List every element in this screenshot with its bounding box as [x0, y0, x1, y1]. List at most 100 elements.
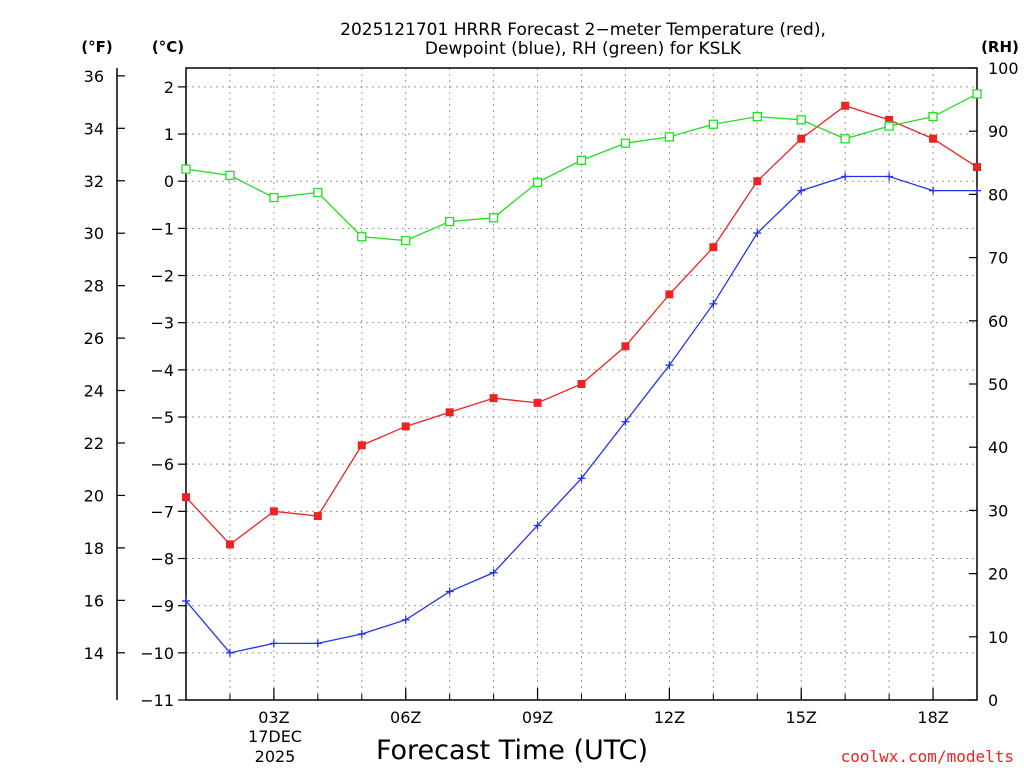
rh-tick-label: 80 — [988, 185, 1008, 204]
rh-point — [532, 177, 543, 188]
dewpoint-point — [401, 615, 410, 624]
celsius-tick-label: −9 — [150, 597, 174, 616]
x-tick-label: 03Z — [258, 708, 289, 727]
dewpoint-point — [489, 568, 498, 577]
rh-tick-label: 40 — [988, 438, 1008, 457]
dewpoint-point — [225, 648, 234, 657]
celsius-unit-label: (°C) — [152, 38, 184, 56]
rh-point — [357, 232, 367, 242]
fahrenheit-tick-label: 16 — [84, 591, 104, 610]
rh-tick-label: 50 — [988, 375, 1008, 394]
rh-tick-label: 60 — [988, 312, 1008, 331]
dewpoint-point — [797, 186, 806, 195]
temperature-point — [753, 177, 762, 186]
dewpoint-point — [973, 186, 981, 195]
temperature-point — [533, 398, 542, 407]
rh-point — [313, 187, 323, 198]
rh-tick-label: 90 — [988, 122, 1008, 141]
x-tick-label: 12Z — [654, 708, 685, 727]
chart-series — [181, 89, 982, 657]
temperature-point — [665, 290, 674, 299]
rh-unit-label: (RH) — [981, 38, 1019, 56]
x-axis-label: Forecast Time (UTC) — [376, 735, 648, 766]
dewpoint-point — [929, 186, 938, 195]
temperature-point — [797, 134, 806, 143]
fahrenheit-tick-label: 32 — [84, 172, 104, 191]
temperature-point — [225, 540, 234, 549]
celsius-tick-label: −2 — [150, 267, 174, 286]
dewpoint-point — [885, 172, 894, 181]
celsius-tick-label: −3 — [150, 314, 174, 333]
rh-tick-label: 10 — [988, 628, 1008, 647]
temperature-point — [445, 408, 454, 417]
fahrenheit-tick-label: 24 — [84, 382, 104, 401]
temperature-point — [269, 507, 278, 516]
temperature-point — [357, 441, 366, 450]
rh-point — [225, 170, 235, 181]
temperature-point — [841, 101, 850, 110]
rh-point — [576, 155, 587, 165]
rh-point — [708, 119, 718, 129]
dewpoint-point — [621, 417, 630, 426]
rh-point — [840, 134, 850, 144]
celsius-tick-label: −11 — [140, 691, 174, 710]
rh-point — [884, 121, 894, 131]
celsius-tick-label: 0 — [164, 172, 174, 191]
temperature-point — [709, 243, 718, 252]
date-label-day: 17DEC — [248, 727, 302, 746]
temperature-point — [313, 512, 322, 521]
chart-ticks: −11−10−9−8−7−6−5−4−3−2−10121416182022242… — [84, 59, 1019, 727]
temperature-point — [401, 422, 410, 431]
dewpoint-point — [753, 229, 762, 238]
celsius-tick-label: −1 — [150, 219, 174, 238]
rh-point — [445, 216, 455, 227]
fahrenheit-tick-label: 34 — [84, 119, 104, 138]
temperature-point — [489, 394, 498, 403]
celsius-tick-label: 2 — [164, 78, 174, 97]
temperature-point — [577, 380, 586, 388]
celsius-tick-label: −5 — [150, 408, 174, 427]
chart-title-line1: 2025121701 HRRR Forecast 2−meter Tempera… — [340, 20, 826, 40]
series-dewpoint — [182, 172, 981, 657]
rh-point — [752, 112, 762, 122]
dewpoint-point — [665, 361, 674, 370]
fahrenheit-tick-label: 22 — [84, 434, 104, 453]
celsius-tick-label: −10 — [140, 644, 174, 663]
dewpoint-point — [577, 474, 586, 483]
rh-point — [796, 115, 806, 125]
dewpoint-point — [445, 587, 454, 596]
dewpoint-point — [313, 639, 322, 648]
rh-tick-label: 20 — [988, 565, 1008, 584]
fahrenheit-tick-label: 14 — [84, 644, 104, 663]
x-tick-label: 06Z — [390, 708, 421, 727]
fahrenheit-tick-label: 18 — [84, 539, 104, 558]
watermark: coolwx.com/modelts — [841, 747, 1014, 766]
rh-tick-label: 0 — [988, 691, 998, 710]
rh-point — [620, 138, 631, 148]
dewpoint-point — [269, 639, 278, 648]
dewpoint-point — [533, 521, 542, 530]
celsius-tick-label: −7 — [150, 502, 174, 521]
dewpoint-point — [357, 629, 366, 638]
chart-title-line2: Dewpoint (blue), RH (green) for KSLK — [425, 39, 742, 59]
rh-tick-label: 30 — [988, 501, 1008, 520]
temperature-point — [621, 342, 630, 351]
rh-tick-label: 100 — [988, 59, 1019, 78]
temperature-point — [973, 163, 981, 172]
temperature-point — [182, 493, 190, 502]
fahrenheit-unit-label: (°F) — [81, 38, 112, 56]
date-label-year: 2025 — [255, 747, 296, 766]
rh-point — [664, 132, 675, 142]
temperature-point — [929, 134, 938, 143]
fahrenheit-tick-label: 28 — [84, 277, 104, 296]
series-line-dewpoint — [185, 175, 977, 654]
rh-point — [488, 213, 499, 223]
rh-point — [401, 235, 411, 246]
x-tick-label: 15Z — [786, 708, 817, 727]
rh-point — [972, 89, 982, 99]
dewpoint-point — [709, 299, 718, 308]
rh-point — [269, 192, 279, 203]
rh-point — [181, 164, 191, 174]
rh-tick-label: 70 — [988, 249, 1008, 268]
